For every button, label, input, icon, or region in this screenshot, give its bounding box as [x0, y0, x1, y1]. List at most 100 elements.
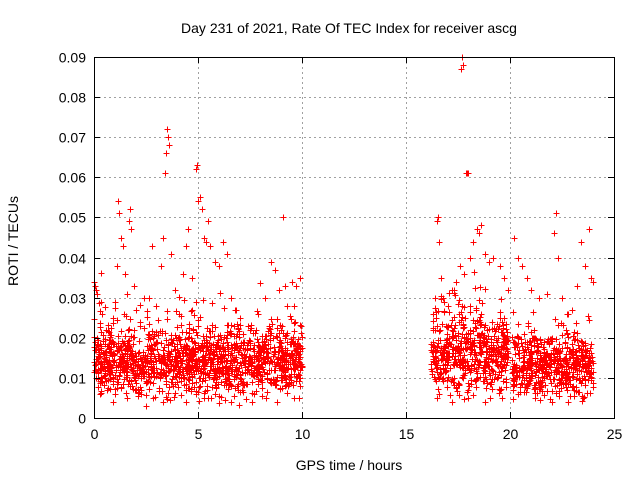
data-point	[271, 351, 278, 358]
data-point	[195, 344, 202, 351]
data-point	[267, 345, 274, 352]
data-point	[207, 243, 214, 250]
data-point	[95, 353, 102, 360]
data-point	[164, 316, 171, 323]
data-point	[473, 384, 480, 391]
data-point	[135, 386, 142, 393]
data-point	[452, 350, 459, 357]
data-point	[189, 307, 196, 314]
data-point	[271, 359, 278, 366]
data-point	[484, 327, 491, 334]
data-point	[531, 386, 538, 393]
data-point	[214, 361, 221, 368]
data-point	[211, 375, 218, 382]
data-point	[102, 304, 109, 311]
data-point	[229, 368, 236, 375]
data-point	[514, 373, 521, 380]
data-point	[164, 126, 171, 133]
data-point	[112, 386, 119, 393]
data-point	[294, 364, 301, 371]
data-point	[548, 369, 555, 376]
data-point	[528, 350, 535, 357]
data-point	[118, 235, 125, 242]
data-point	[157, 328, 164, 335]
data-point	[178, 322, 185, 329]
data-point	[120, 243, 127, 250]
data-point	[447, 341, 454, 348]
data-point	[112, 299, 119, 306]
data-point	[563, 327, 570, 334]
data-point	[460, 321, 467, 328]
data-point	[176, 371, 183, 378]
data-point	[106, 357, 113, 364]
y-tick-label: 0.07	[59, 130, 86, 146]
y-tick-labels: 0 0.01 0.02 0.03 0.04 0.05 0.06 0.07 0.08 0.09	[59, 50, 86, 427]
data-point	[585, 313, 592, 320]
data-point	[172, 346, 179, 353]
data-point	[169, 340, 176, 347]
data-point	[202, 377, 209, 384]
data-point	[95, 384, 102, 391]
data-point	[249, 399, 256, 406]
data-point	[194, 162, 201, 169]
data-point	[564, 330, 571, 337]
data-point	[134, 370, 141, 377]
data-point	[224, 322, 231, 329]
data-point	[487, 395, 494, 402]
data-point	[556, 369, 563, 376]
data-point	[262, 342, 269, 349]
data-point	[518, 367, 525, 374]
data-point	[127, 316, 134, 323]
data-point	[186, 334, 193, 341]
data-point	[237, 372, 244, 379]
data-point	[494, 375, 501, 382]
data-point	[574, 371, 581, 378]
data-point	[274, 325, 281, 332]
data-point	[588, 275, 595, 282]
data-point	[533, 369, 540, 376]
data-point	[519, 263, 526, 270]
data-point	[556, 341, 563, 348]
chart-title: Day 231 of 2021, Rate Of TEC Index for r…	[181, 20, 517, 36]
data-point	[282, 369, 289, 376]
data-point	[510, 309, 517, 316]
data-point	[453, 337, 460, 344]
data-point	[138, 375, 145, 382]
data-point	[230, 357, 237, 364]
data-point	[224, 251, 231, 258]
data-point	[257, 280, 264, 287]
data-point	[240, 331, 247, 338]
data-point	[486, 370, 493, 377]
data-point	[92, 283, 99, 290]
data-point	[493, 359, 500, 366]
data-point	[438, 275, 445, 282]
data-point	[449, 333, 456, 340]
data-point	[450, 379, 457, 386]
data-point	[251, 391, 258, 398]
data-point	[465, 395, 472, 402]
data-point	[108, 332, 115, 339]
data-point	[187, 366, 194, 373]
data-point	[135, 350, 142, 357]
data-point	[462, 370, 469, 377]
data-point	[222, 397, 229, 404]
data-point	[430, 311, 437, 318]
data-point	[435, 214, 442, 221]
data-point	[213, 385, 220, 392]
data-point	[519, 343, 526, 350]
data-point	[489, 319, 496, 326]
data-point	[510, 375, 517, 382]
data-point	[157, 370, 164, 377]
data-point	[180, 366, 187, 373]
data-point	[268, 367, 275, 374]
data-point	[565, 334, 572, 341]
data-point	[558, 379, 565, 386]
data-point	[511, 368, 518, 375]
data-point	[295, 336, 302, 343]
data-point	[249, 360, 256, 367]
data-point	[181, 382, 188, 389]
data-point	[499, 363, 506, 370]
data-point	[172, 381, 179, 388]
data-point	[540, 365, 547, 372]
data-point	[293, 346, 300, 353]
